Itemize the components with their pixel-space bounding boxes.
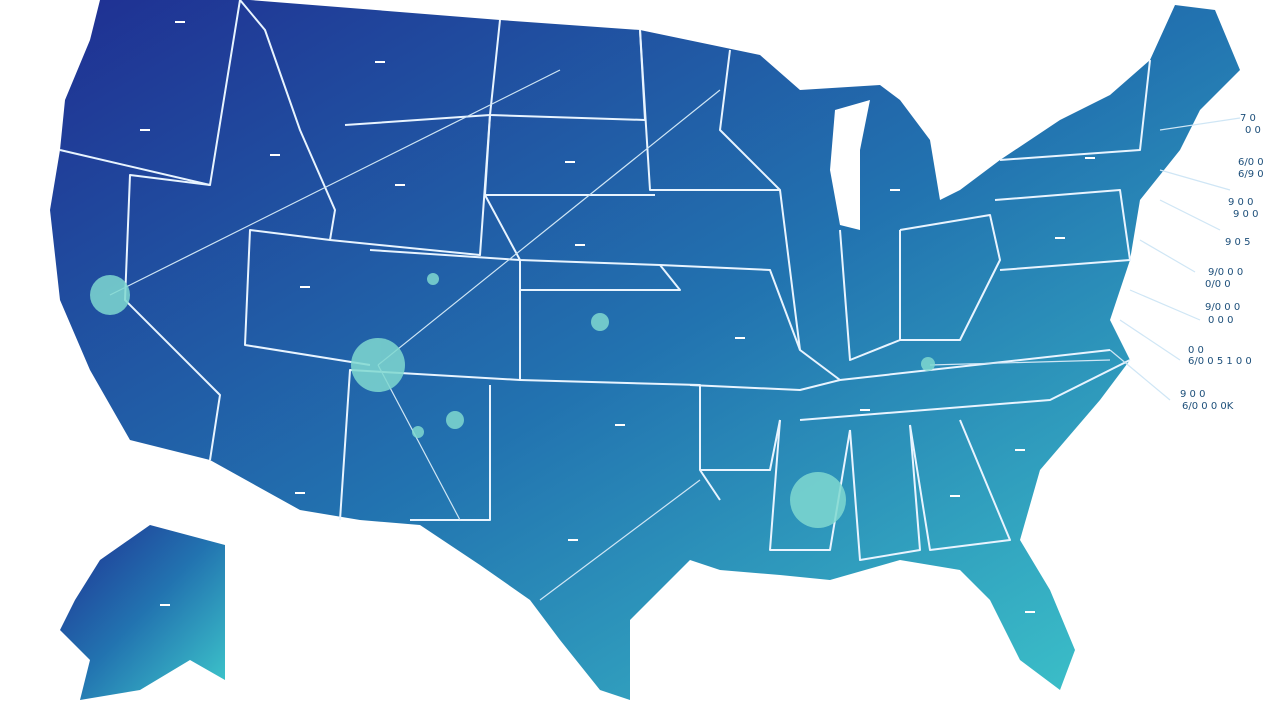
callout-label: 6/0 0 0 0K (1182, 401, 1234, 412)
hotspot (591, 313, 609, 331)
callout-label: 7 0 (1240, 113, 1256, 124)
hotspot (446, 411, 464, 429)
callout-label: 6/0 0 (1238, 157, 1264, 168)
contiguous-us (50, 0, 1240, 700)
hotspot (427, 273, 439, 285)
callout-label: 9 0 0 (1180, 389, 1205, 400)
hotspots (90, 273, 935, 528)
callout-label: 9/0 0 0 (1208, 267, 1243, 278)
hotspot (790, 472, 846, 528)
callout-label: 6/0 0 5 1 0 0 (1188, 356, 1252, 367)
state-markers (140, 21, 1095, 613)
callout-label: 6/9 0 (1238, 169, 1264, 180)
hotspot (90, 275, 130, 315)
hotspot (412, 426, 424, 438)
callout-labels: 7 00 06/0 06/9 09 0 09 0 09 0 59/0 0 00/… (1180, 113, 1264, 412)
callout-label: 9/0 0 0 (1205, 302, 1240, 313)
callout-label: 0 0 0 (1208, 315, 1233, 326)
callout-lines (109, 69, 1241, 601)
alaska (60, 525, 225, 700)
hotspot (351, 338, 405, 392)
callout-label: 9 0 0 (1233, 209, 1258, 220)
callout-label: 0 0 (1245, 125, 1261, 136)
callout-label: 0 0 (1188, 345, 1204, 356)
callout-label: 9 0 0 (1228, 197, 1253, 208)
great-lakes (830, 100, 870, 230)
callout-label: 0/0 0 (1205, 279, 1231, 290)
hotspot (921, 357, 935, 371)
state-borders (59, 0, 1151, 561)
callout-label: 9 0 5 (1225, 237, 1250, 248)
